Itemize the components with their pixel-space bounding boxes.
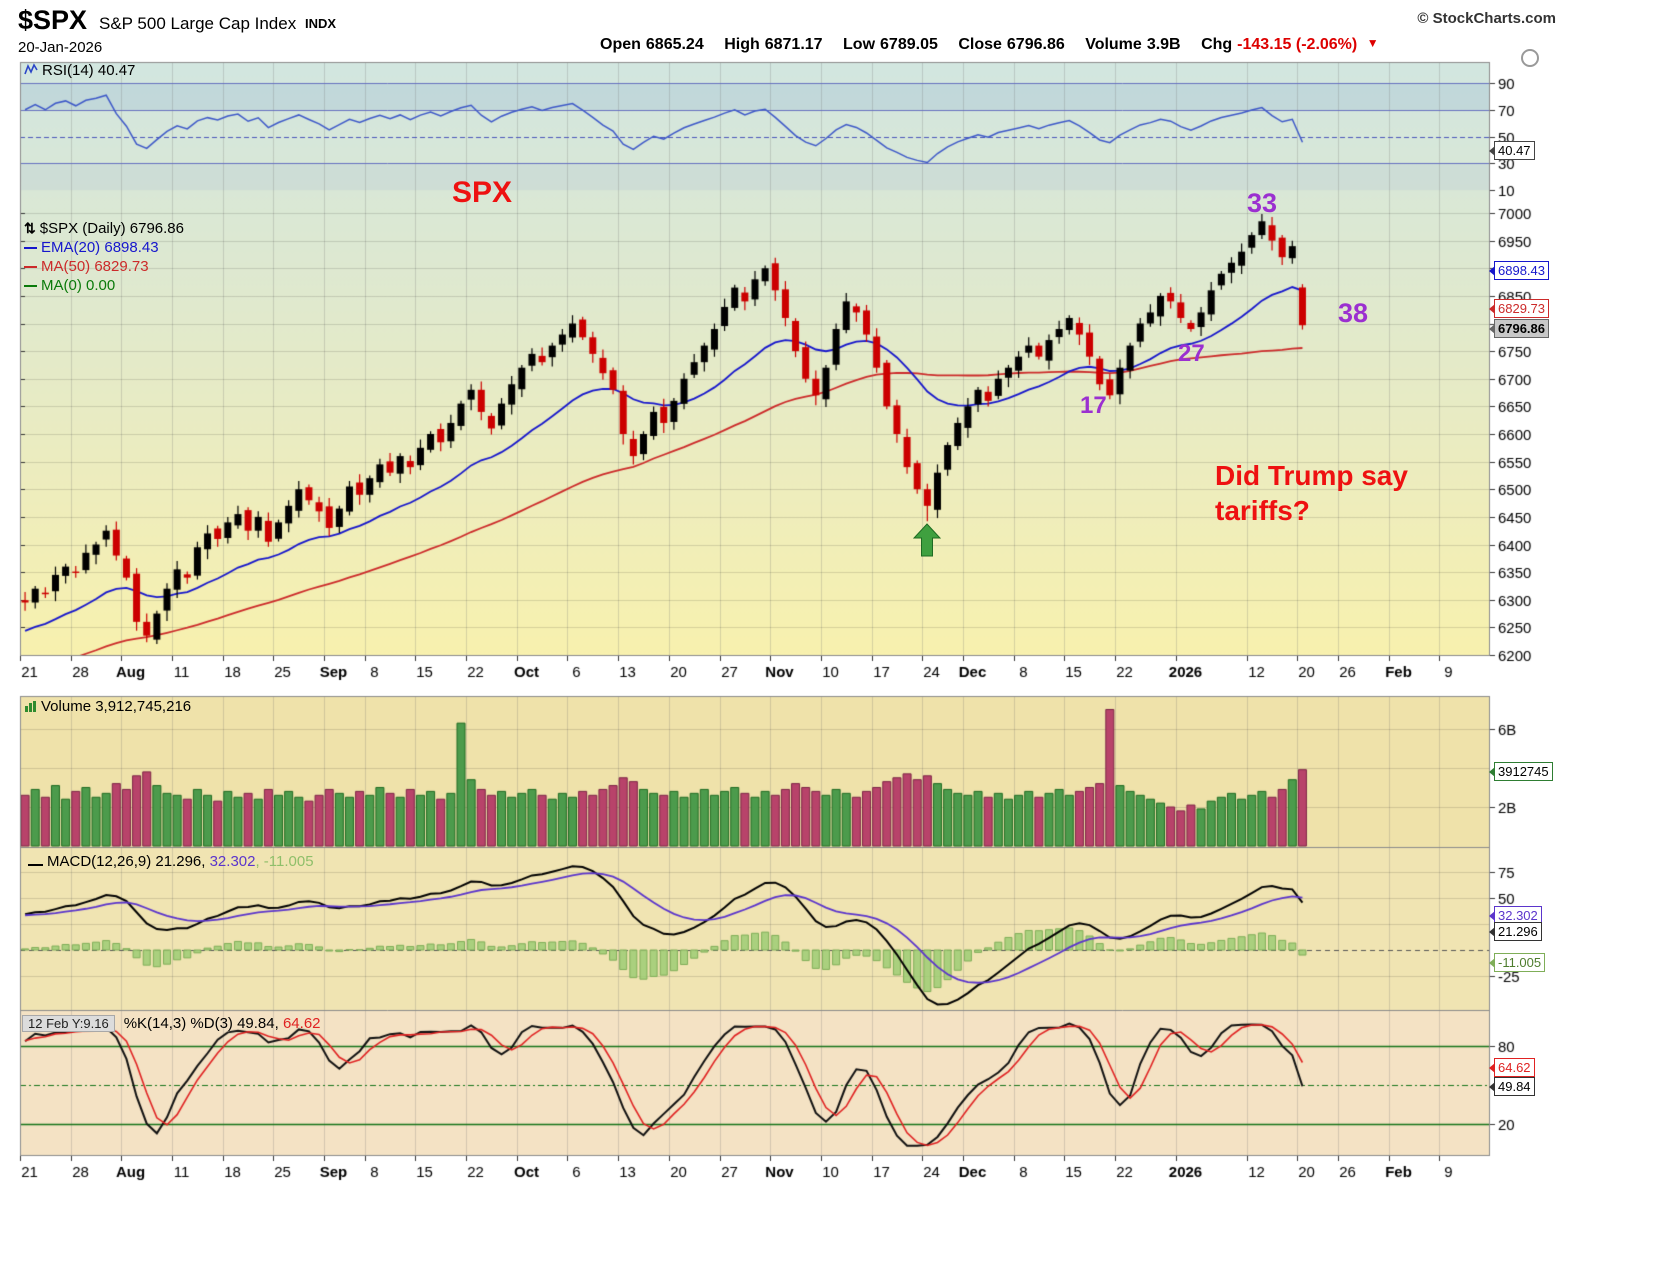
price-legend: ⇅ $SPX (Daily) 6796.86 EMA(20) 6898.43 MA…: [24, 219, 184, 295]
macd-legend-hist: , -11.005: [255, 853, 314, 870]
stoch-legend: 12 Feb Y:9.16 %K(14,3) %D(3) 49.84, 64.62: [22, 1015, 321, 1032]
macd-line-swatch-icon: [28, 864, 43, 866]
rsi-value-tag: 40.47: [1489, 141, 1535, 160]
macd-hist-tag: -11.005: [1488, 953, 1546, 972]
volume-value: 3.9B: [1146, 36, 1181, 53]
close-label: Close: [958, 36, 1002, 53]
macd-signal-tag: 32.302: [1489, 906, 1542, 925]
open-value: 6865.24: [645, 36, 704, 53]
symbol: $SPX: [18, 5, 88, 35]
macd-value-tag: 21.296: [1489, 922, 1542, 941]
rsi-icon: [24, 63, 38, 75]
cycle-count-38: 38: [1338, 298, 1369, 328]
volume-legend-text: Volume 3,912,745,216: [41, 698, 192, 715]
ma50-legend: MA(50) 6829.73: [41, 258, 149, 275]
copyright: © StockCharts.com: [1417, 10, 1556, 27]
ma0-legend: MA(0) 0.00: [41, 277, 116, 294]
chg-down-triangle-icon: ▼: [1366, 36, 1379, 50]
macd-legend-signal: 32.302: [205, 853, 256, 870]
exchange-label: INDX: [305, 16, 337, 31]
ma0-swatch-icon: [24, 284, 37, 287]
ma50-value-tag: 6829.73: [1489, 299, 1549, 318]
cycle-count-17: 17: [1080, 392, 1107, 419]
chg-label: Chg: [1201, 36, 1233, 53]
low-label: Low: [843, 36, 876, 53]
cycle-count-27: 27: [1178, 340, 1205, 367]
stoch-legend-k: %K(14,3) %D(3) 49.84,: [123, 1015, 279, 1032]
stoch-k-tag: 49.84: [1489, 1077, 1535, 1096]
tariffs-line1: Did Trump say: [1215, 460, 1408, 491]
low-value: 6789.05: [880, 36, 938, 53]
volume-label: Volume: [1085, 36, 1142, 53]
buy-arrow-icon: [912, 523, 942, 562]
volume-value-tag: 3912745: [1489, 762, 1553, 781]
crosshair-readout: 12 Feb Y:9.16: [22, 1015, 115, 1032]
stoch-legend-d: 64.62: [278, 1015, 321, 1032]
candles-icon: ⇅: [24, 220, 36, 236]
volume-bars-icon: [25, 701, 36, 712]
ma50-swatch-icon: [24, 265, 37, 268]
spx-annotation: SPX: [452, 176, 513, 209]
price-legend-main: $SPX (Daily) 6796.86: [39, 220, 184, 237]
chart-date: 20-Jan-2026: [18, 39, 103, 56]
open-label: Open: [600, 36, 641, 53]
volume-legend: Volume 3,912,745,216: [24, 698, 191, 715]
scale-toggle-icon[interactable]: [1521, 49, 1539, 67]
close-value: 6796.86: [1006, 36, 1065, 53]
index-name: S&P 500 Large Cap Index: [99, 14, 297, 33]
ema-legend: EMA(20) 6898.43: [41, 239, 159, 256]
high-label: High: [724, 36, 760, 53]
macd-legend-main: MACD(12,26,9) 21.296,: [47, 853, 206, 870]
ema-swatch-icon: [24, 246, 37, 249]
chg-value: -143.15 (-2.06%): [1237, 36, 1358, 53]
macd-legend: MACD(12,26,9) 21.296, 32.302, -11.005: [28, 853, 314, 870]
ema-value-tag: 6898.43: [1489, 261, 1549, 280]
cycle-count-33: 33: [1247, 188, 1278, 218]
stoch-d-tag: 64.62: [1489, 1058, 1535, 1077]
last-price-tag: 6796.86: [1489, 319, 1549, 338]
high-value: 6871.17: [764, 36, 823, 53]
rsi-legend-text: RSI(14) 40.47: [42, 62, 136, 79]
tariffs-annotation: Did Trump say tariffs?: [1215, 458, 1408, 528]
tariffs-line2: tariffs?: [1215, 495, 1310, 526]
quote-line: Open 6865.24 High 6871.17 Low 6789.05 Close…: [600, 36, 1379, 54]
rsi-legend: RSI(14) 40.47: [24, 62, 135, 79]
